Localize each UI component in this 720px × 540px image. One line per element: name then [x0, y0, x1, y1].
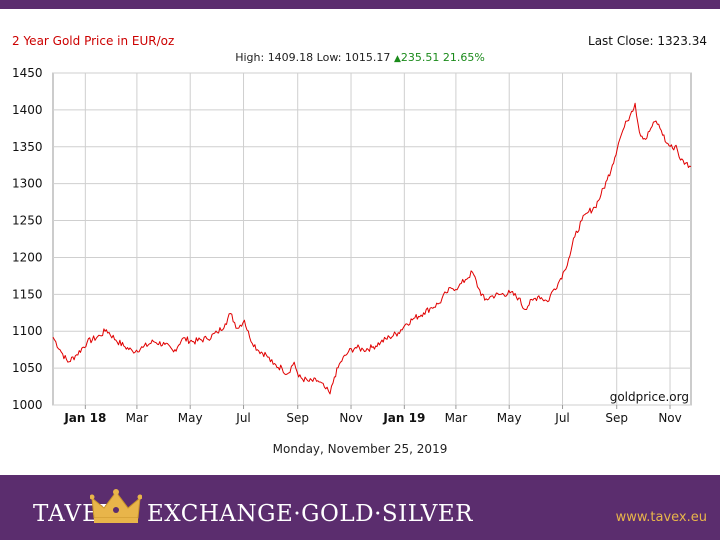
x-tick-label: Nov — [339, 411, 362, 425]
up-triangle-icon: ▲ — [393, 54, 401, 64]
x-tick-label: Nov — [658, 411, 681, 425]
footer-banner: TAVEX EXCHANGE·GOLD·SILVER www.tavex.eu — [0, 475, 720, 540]
x-tick-label: Mar — [445, 411, 468, 425]
website-link[interactable]: www.tavex.eu — [615, 510, 707, 525]
chart-title: 2 Year Gold Price in EUR/oz — [12, 34, 175, 48]
y-tick-label: 1100 — [12, 324, 43, 338]
grid-layer — [52, 72, 692, 409]
last-close-value: Last Close: 1323.34 — [588, 34, 707, 48]
line-layer — [52, 102, 692, 395]
plot-border — [52, 72, 692, 406]
y-tick-label: 1050 — [12, 361, 43, 375]
y-tick-label: 1000 — [12, 398, 43, 412]
y-tick-label: 1350 — [12, 140, 43, 154]
y-tick-label: 1250 — [12, 214, 43, 228]
top-brand-band — [0, 0, 720, 9]
y-tick-label: 1300 — [12, 177, 43, 191]
x-tick-label: May — [497, 411, 522, 425]
x-tick-label: Jan 18 — [63, 411, 106, 425]
axis-layer: 1450 1400 1350 1300 1250 1200 1150 1100 1050 1000… — [12, 66, 682, 425]
chart-date: Monday, November 25, 2019 — [272, 442, 448, 456]
y-tick-label: 1200 — [12, 250, 43, 264]
x-tick-label: Mar — [126, 411, 149, 425]
high-low-stats: High: 1409.18 Low: 1015.17 ▲235.51 21.65… — [0, 51, 720, 64]
x-tick-label: Sep — [286, 411, 309, 425]
watermark-label: goldprice.org — [610, 390, 689, 404]
y-tick-label: 1150 — [12, 287, 43, 301]
y-tick-label: 1400 — [12, 103, 43, 117]
gold-price-chart: 1450 1400 1350 1300 1250 1200 1150 1100 1050 1000… — [12, 66, 692, 425]
x-tick-label: Jan 19 — [382, 411, 425, 425]
y-tick-label: 1450 — [12, 66, 43, 80]
x-tick-label: May — [178, 411, 203, 425]
high-low-text: High: 1409.18 Low: 1015.17 — [235, 51, 391, 64]
x-tick-label: Jul — [235, 411, 250, 425]
brand-tagline: EXCHANGE·GOLD·SILVER — [147, 501, 473, 527]
price-series-line — [52, 102, 692, 395]
crown-logo-icon — [90, 489, 142, 523]
x-tick-label: Sep — [605, 411, 628, 425]
x-tick-label: Jul — [554, 411, 569, 425]
change-value: 235.51 21.65% — [400, 51, 485, 64]
